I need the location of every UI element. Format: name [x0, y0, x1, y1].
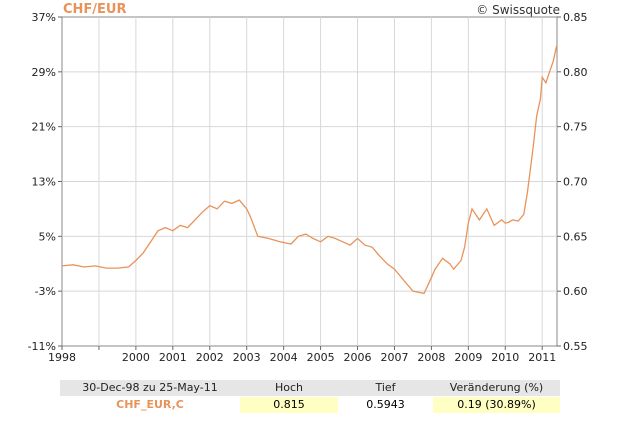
x-tick-label: 2007 [380, 351, 408, 364]
value-low: 0.5943 [366, 398, 405, 411]
x-tick-label: 2011 [528, 351, 556, 364]
header-low: Tief [375, 381, 396, 394]
y-left-tick-label: 21% [32, 121, 56, 134]
stats-header-row: 30-Dec-98 zu 25-May-11 Hoch Tief Verände… [60, 380, 560, 396]
y-right-tick-label: 0.55 [563, 340, 588, 353]
y-left-tick-label: -3% [35, 285, 56, 298]
stats-value-row: CHF_EUR,C 0.815 0.5943 0.19 (30.89%) [60, 397, 560, 413]
y-left-tick-label: 5% [39, 230, 56, 243]
range-label: 30-Dec-98 zu 25-May-11 [82, 381, 218, 394]
y-left-tick-label: 13% [32, 176, 56, 189]
y-right-tick-label: 0.70 [563, 176, 588, 189]
x-tick-label: 2001 [159, 351, 187, 364]
y-left-tick-label: 37% [32, 11, 56, 24]
chart-title: CHF/EUR [63, 2, 127, 17]
copyright-icon: © [476, 3, 489, 17]
y-right-tick-label: 0.75 [563, 121, 588, 134]
x-tick-label: 2002 [196, 351, 224, 364]
x-tick-label: 2000 [122, 351, 150, 364]
y-left-tick-label: 29% [32, 66, 56, 79]
x-tick-label: 2010 [491, 351, 519, 364]
header-high: Hoch [274, 381, 304, 394]
credit: © Swissquote [476, 3, 560, 17]
header-change: Veränderung (%) [449, 381, 544, 394]
x-tick-label: 2008 [417, 351, 445, 364]
series-line [61, 44, 558, 295]
stats-table: 30-Dec-98 zu 25-May-11 Hoch Tief Verände… [60, 380, 560, 414]
x-tick-label: 2005 [307, 351, 335, 364]
y-right-tick-label: 0.60 [563, 285, 588, 298]
x-tick-label: 2009 [454, 351, 482, 364]
x-tick-label: 1998 [48, 351, 76, 364]
y-left-tick-label: -11% [28, 340, 56, 353]
x-tick-label: 2006 [344, 351, 372, 364]
y-right-tick-label: 0.85 [563, 11, 588, 24]
y-right-tick-label: 0.80 [563, 66, 588, 79]
x-tick-label: 2003 [233, 351, 261, 364]
credit-label: Swissquote [492, 3, 560, 17]
symbol-label: CHF_EUR,C [116, 398, 184, 411]
chart-area: 37% 0.85 29% 0.80 21% 0.75 13% 0.70 5% 0.65 -3% 0.6… [28, 11, 588, 364]
value-high: 0.815 [240, 397, 338, 413]
x-tick-label: 2004 [270, 351, 298, 364]
value-change: 0.19 (30.89%) [433, 397, 560, 413]
y-right-tick-label: 0.65 [563, 230, 588, 243]
